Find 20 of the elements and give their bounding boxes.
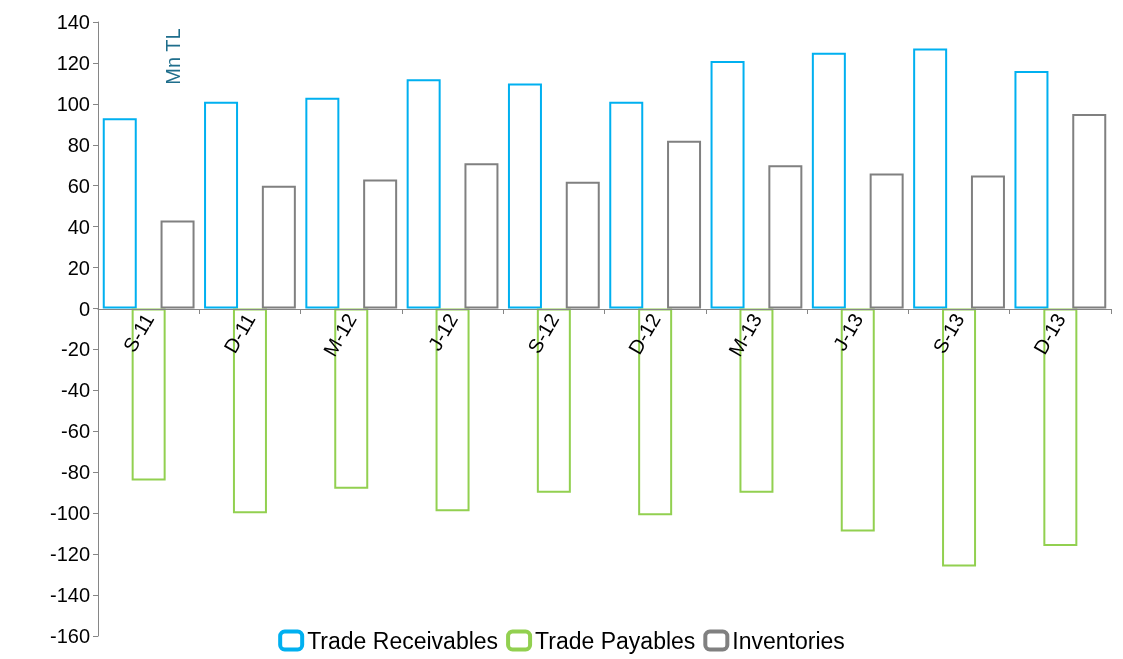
y-tick-label: -80 [61,461,90,484]
y-tick-label: -160 [49,625,90,647]
y-tick-label: 40 [67,215,90,238]
y-axis-title: Mn TL [162,28,184,85]
y-tick-label: 140 [56,11,90,33]
y-tick-label: -40 [61,379,90,402]
y-tick-label: -100 [49,502,90,525]
y-tick-label: -60 [61,420,90,443]
y-tick-label: -140 [49,584,90,607]
legend-label: Trade Payables [535,627,696,654]
y-tick-label: 0 [78,297,90,320]
legend-label: Inventories [732,627,845,654]
y-tick-label: 20 [67,256,90,279]
legend-label: Trade Receivables [307,627,499,654]
y-tick-label: 60 [67,174,90,197]
y-tick-label: 100 [56,92,90,115]
y-tick-label: 120 [56,51,90,74]
y-tick-label: -120 [49,543,90,566]
y-tick-label: -20 [61,338,90,361]
y-tick-label: 80 [67,133,90,156]
